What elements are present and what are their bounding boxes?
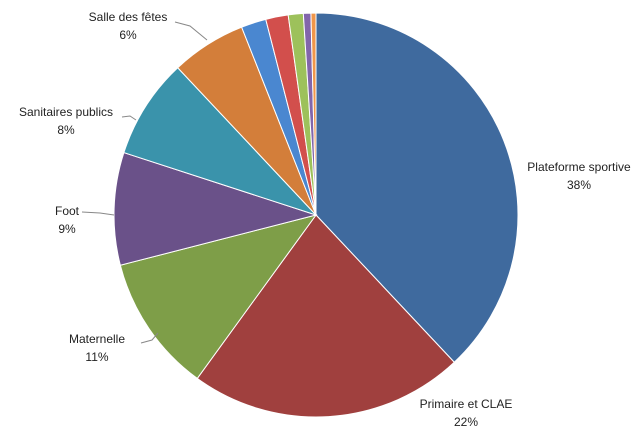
slice-label: Sanitaires publics	[19, 105, 113, 119]
slice-value-label: 9%	[58, 222, 76, 236]
slice-label: Salle des fêtes	[89, 10, 168, 24]
slice-value-label: 8%	[57, 123, 75, 137]
leader-line	[174, 21, 208, 41]
slice-label: Maternelle	[69, 332, 125, 346]
slice-label: Primaire et CLAE	[420, 397, 513, 411]
slice-value-label: 11%	[85, 350, 108, 364]
slice-value-label: 6%	[119, 28, 137, 42]
slice-value-label: 38%	[567, 178, 591, 192]
pie-slice	[119, 214, 318, 380]
pie-slice	[315, 12, 519, 363]
pie-slice	[310, 12, 317, 216]
slice-value-label: 22%	[454, 415, 478, 426]
leader-line	[121, 115, 137, 121]
pie-slice	[196, 214, 455, 418]
leader-line	[81, 211, 115, 216]
slice-label: Plateforme sportive	[527, 160, 631, 174]
leader-line	[140, 332, 159, 344]
pie-slice	[113, 151, 318, 266]
pie-slice	[123, 67, 317, 216]
slice-label: Foot	[55, 204, 80, 218]
